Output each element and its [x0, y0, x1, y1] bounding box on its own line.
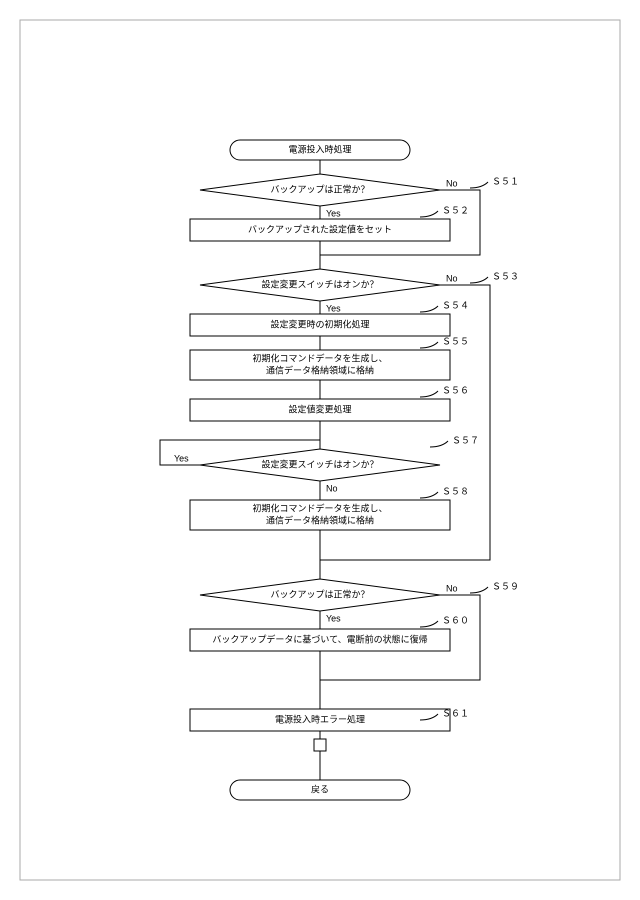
- decision-s59-label: バックアップは正常か？: [270, 588, 369, 599]
- step-s55: Ｓ５５: [442, 336, 469, 346]
- step-s61: Ｓ６１: [442, 708, 469, 718]
- step-s51: Ｓ５１: [492, 176, 519, 186]
- yes-s57: Yes: [174, 453, 189, 463]
- step-s58: Ｓ５８: [442, 486, 469, 496]
- no-s53: No: [446, 273, 458, 283]
- step-s54: Ｓ５４: [442, 300, 469, 310]
- no-s51: No: [446, 178, 458, 188]
- decision-s51-label: バックアップは正常か？: [270, 183, 369, 194]
- step-s57: Ｓ５７: [452, 435, 479, 445]
- yes-s53: Yes: [326, 303, 341, 313]
- decision-s53-label: 設定変更スイッチはオンか？: [261, 278, 378, 289]
- process-s55-label1: 初期化コマンドデータを生成し、: [252, 352, 387, 363]
- no-s59: No: [446, 583, 458, 593]
- yes-s51: Yes: [326, 208, 341, 218]
- process-s58-label1: 初期化コマンドデータを生成し、: [252, 502, 387, 513]
- process-s61-label: 電源投入時エラー処理: [275, 713, 365, 724]
- decision-s57-label: 設定変更スイッチはオンか？: [261, 458, 378, 469]
- process-s58-label2: 通信データ格納領域に格納: [266, 514, 374, 525]
- step-s52: Ｓ５２: [442, 205, 469, 215]
- connector-square: [314, 739, 326, 751]
- process-s55-label2: 通信データ格納領域に格納: [266, 364, 374, 375]
- no-s57: No: [326, 483, 338, 493]
- process-s60-label: バックアップデータに基づいて、電断前の状態に復帰: [212, 633, 427, 644]
- step-s60: Ｓ６０: [442, 615, 469, 625]
- step-s56: Ｓ５６: [442, 385, 469, 395]
- yes-s59: Yes: [326, 613, 341, 623]
- process-s52-label: バックアップされた設定値をセット: [248, 223, 392, 234]
- step-s59: Ｓ５９: [492, 581, 519, 591]
- start-terminator-label: 電源投入時処理: [288, 143, 351, 154]
- process-s54-label: 設定変更時の初期化処理: [270, 318, 369, 329]
- step-s53: Ｓ５３: [492, 271, 519, 281]
- process-s56-label: 設定値変更処理: [288, 403, 351, 414]
- end-terminator-label: 戻る: [311, 783, 329, 794]
